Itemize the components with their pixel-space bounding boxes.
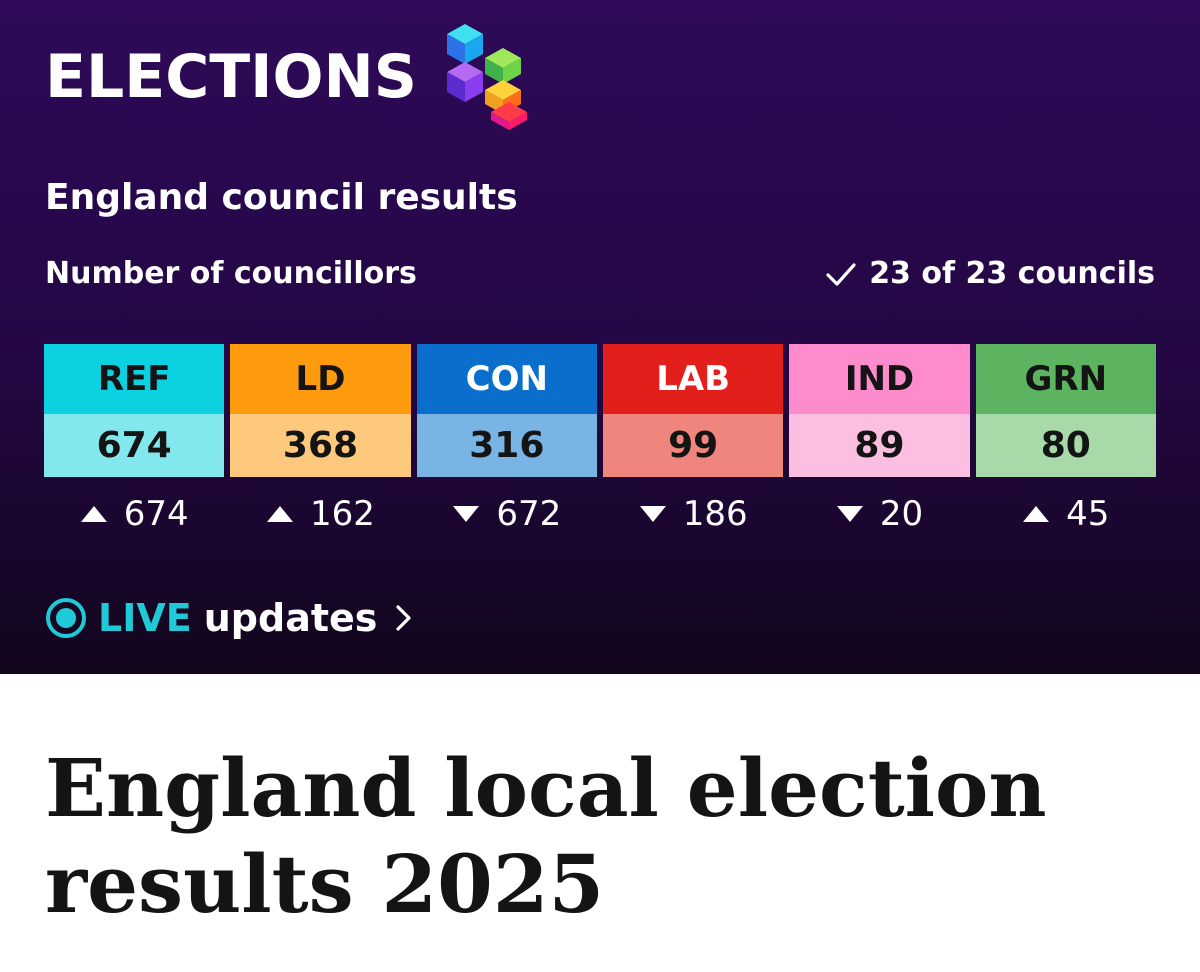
- check-icon: [826, 262, 856, 286]
- page-headline: England local election results 2025: [45, 741, 1047, 931]
- sub-row: Number of councillors 23 of 23 councils: [45, 256, 1155, 291]
- party-tile-grn: GRN 80 45: [975, 344, 1156, 551]
- party-abbr: GRN: [975, 344, 1156, 414]
- party-change: 672: [417, 477, 597, 551]
- party-results: REF 674 674 LD 368 162 CON 316 672 LAB: [44, 344, 1156, 551]
- party-change: 45: [976, 477, 1156, 551]
- party-change: 20: [789, 477, 969, 551]
- party-abbr: LAB: [602, 344, 784, 414]
- brand-row: ELECTIONS: [45, 22, 539, 132]
- party-change-value: 186: [682, 494, 748, 534]
- updates-label: updates: [203, 596, 378, 640]
- party-seats: 368: [230, 414, 411, 477]
- party-change-value: 20: [879, 494, 924, 534]
- party-seats: 316: [416, 414, 597, 477]
- party-tile-lab: LAB 99 186: [602, 344, 784, 551]
- party-tile-ref: REF 674 674: [44, 344, 225, 551]
- party-tile-ind: IND 89 20: [789, 344, 970, 551]
- party-change: 162: [230, 477, 410, 551]
- party-abbr: LD: [230, 344, 411, 414]
- party-abbr: REF: [44, 344, 225, 414]
- elections-banner: ELECTIONS England council results Nu: [0, 0, 1200, 674]
- party-seats: 89: [789, 414, 970, 477]
- party-abbr: IND: [789, 344, 970, 414]
- councils-count-text: 23 of 23 councils: [869, 256, 1155, 291]
- party-abbr: CON: [416, 344, 597, 414]
- live-label: LIVE: [98, 596, 192, 640]
- party-change-value: 674: [123, 494, 189, 534]
- arrow-down-icon: [453, 506, 480, 522]
- councils-declared: 23 of 23 councils: [825, 256, 1155, 291]
- party-tile-con: CON 316 672: [416, 344, 597, 551]
- arrow-up-icon: [80, 506, 107, 522]
- party-seats: 80: [975, 414, 1156, 477]
- party-change: 674: [44, 477, 224, 551]
- party-seats: 674: [44, 414, 225, 477]
- live-icon: [46, 598, 86, 638]
- arrow-up-icon: [1023, 506, 1050, 522]
- arrow-down-icon: [639, 506, 666, 522]
- chevron-right-icon: [396, 605, 411, 631]
- arrow-up-icon: [267, 506, 294, 522]
- elections-title: ELECTIONS: [45, 42, 417, 112]
- elections-cubes-logo: [446, 24, 527, 130]
- arrow-down-icon: [836, 506, 863, 522]
- party-seats: 99: [602, 414, 784, 477]
- section-title: England council results: [45, 177, 518, 218]
- party-change-value: 162: [310, 494, 375, 534]
- party-change-value: 45: [1066, 494, 1110, 534]
- party-change-value: 672: [496, 494, 562, 534]
- live-updates-link[interactable]: LIVE updates: [44, 596, 415, 640]
- party-change: 186: [603, 477, 783, 551]
- party-tile-ld: LD 368 162: [230, 344, 411, 551]
- councillors-label: Number of councillors: [45, 256, 417, 291]
